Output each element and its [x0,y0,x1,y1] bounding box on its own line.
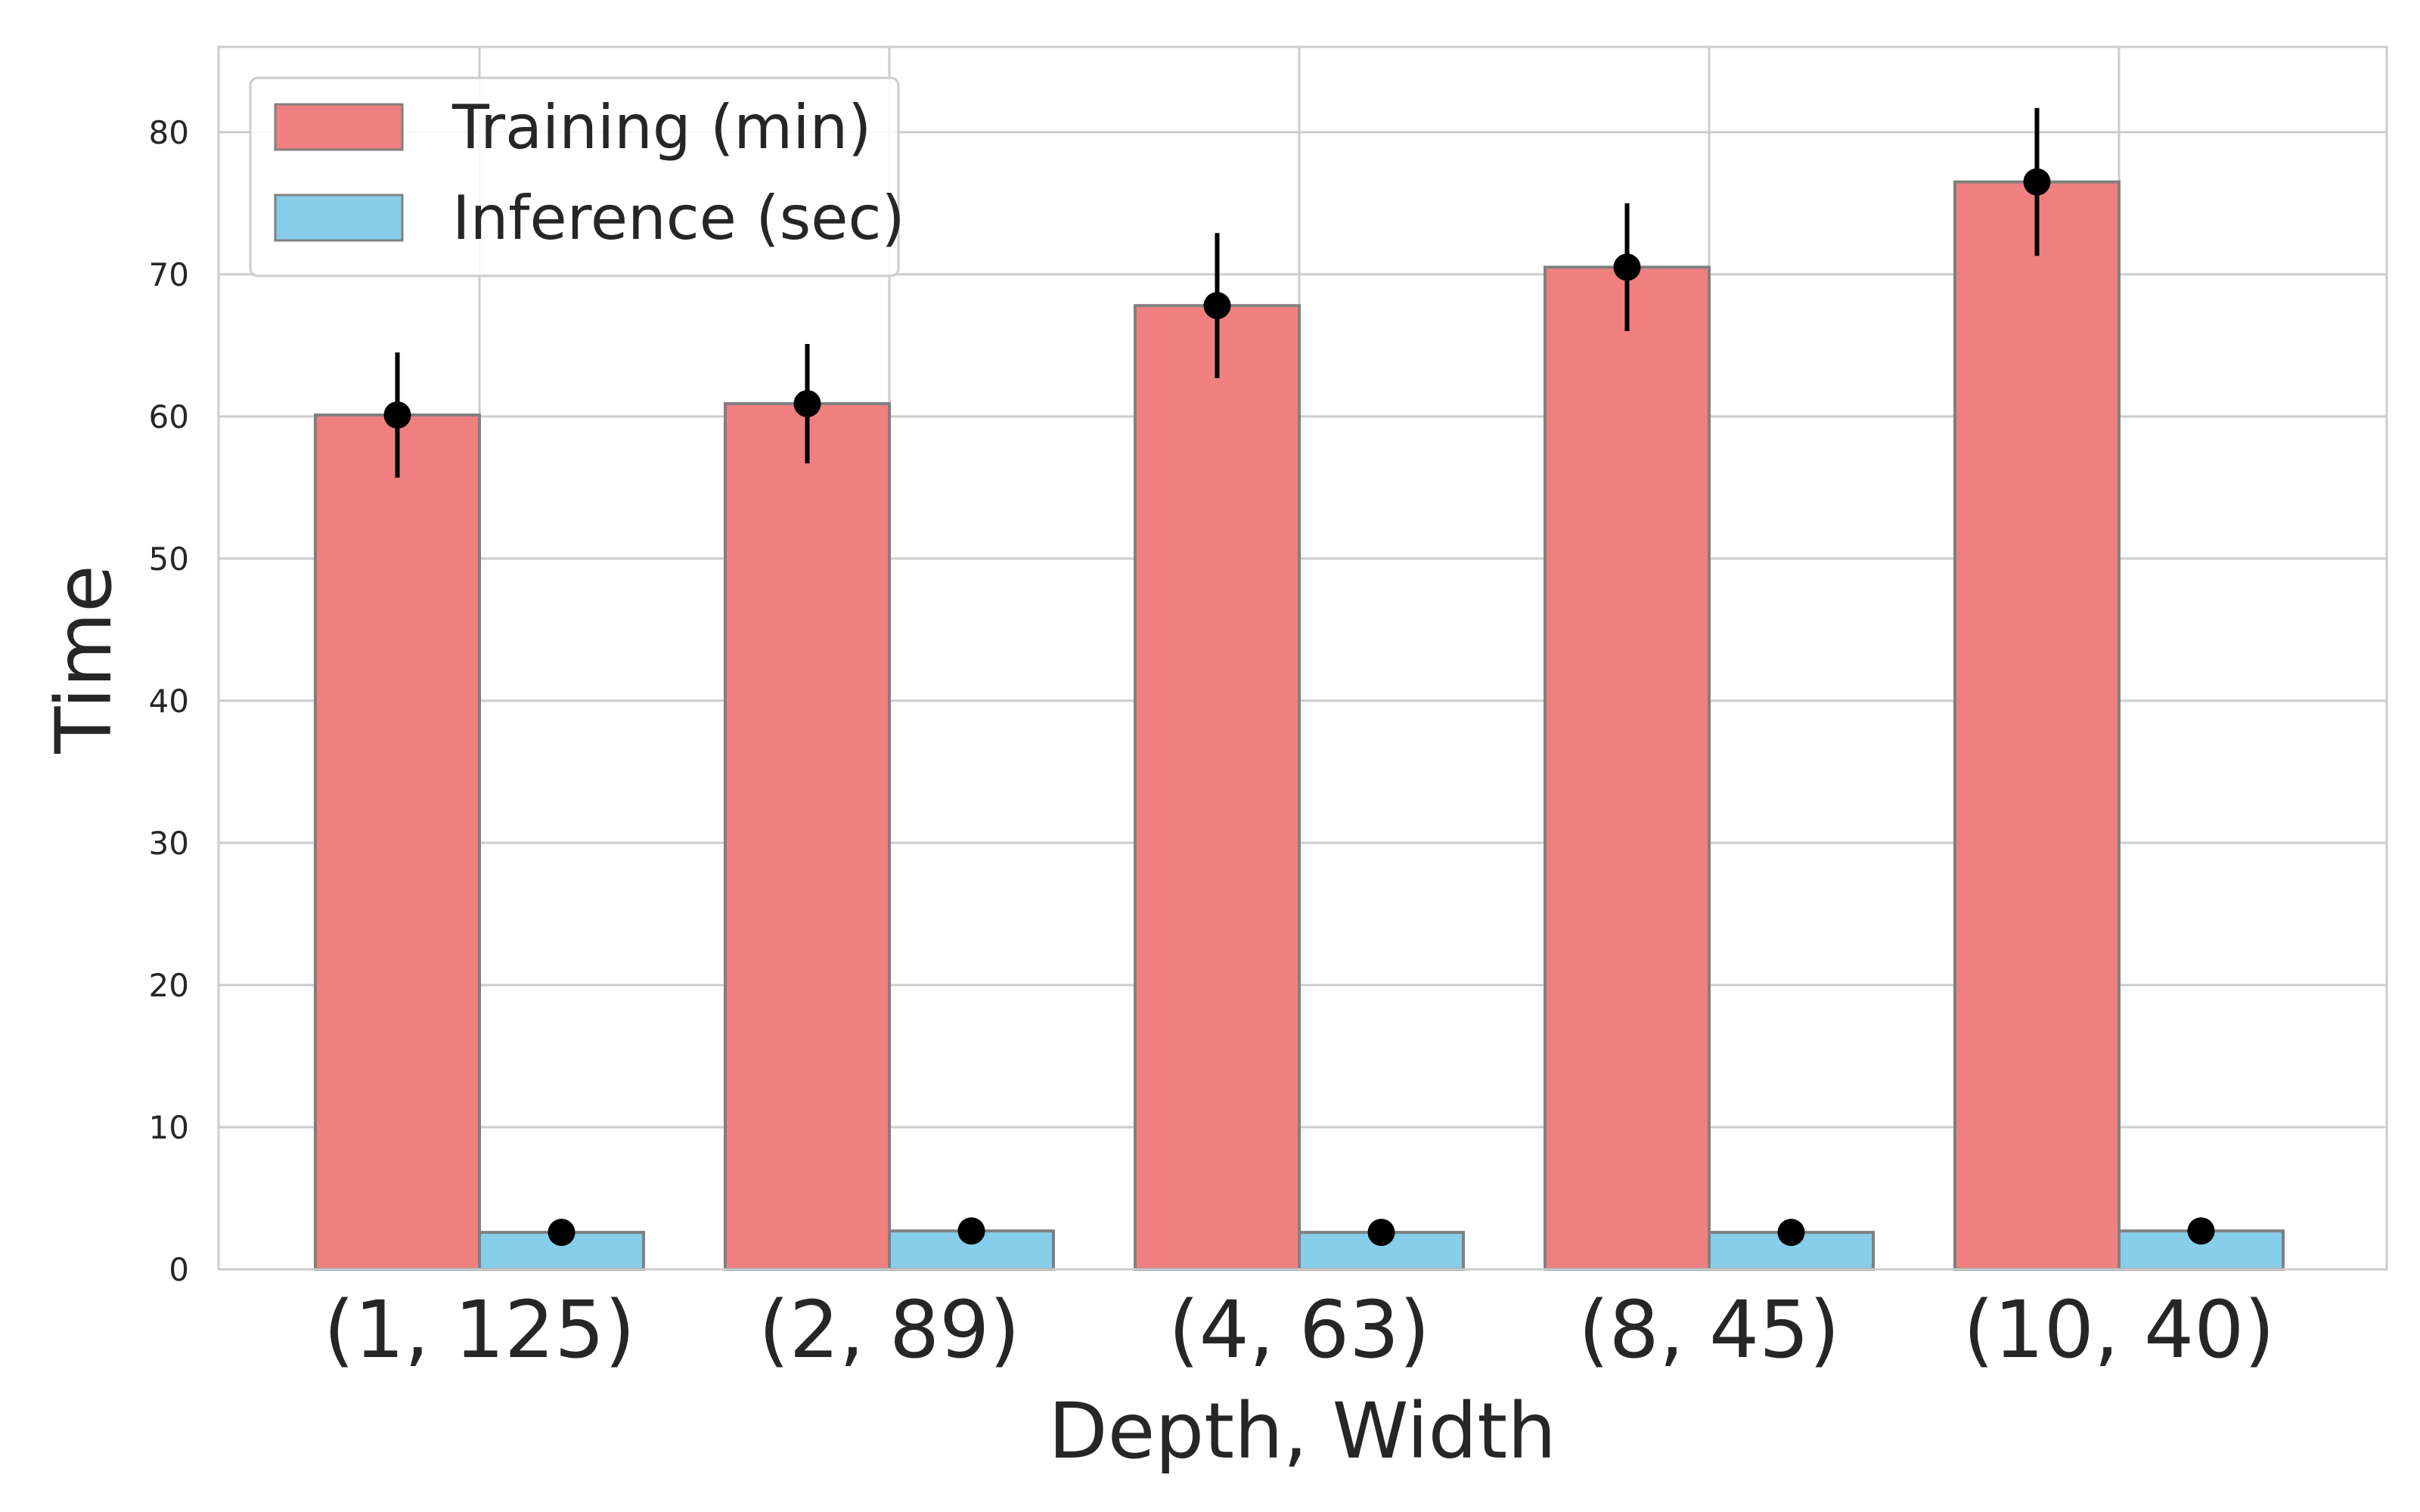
y-axis-label: Time [39,565,129,754]
y-tick-labels: 0 10 20 30 40 50 60 70 80 [149,114,189,1288]
mean-marker [2187,1217,2215,1245]
error-bars [383,107,2215,1247]
y-tick-label: 10 [149,1109,189,1146]
mean-marker [2023,168,2051,196]
legend-swatch-inference [274,194,404,242]
legend-label-training: Training (min) [451,92,871,163]
mean-marker [793,389,821,417]
x-tick-label: (10, 40) [1963,1284,2275,1376]
x-tick-label: (4, 63) [1168,1284,1430,1376]
legend[interactable]: Training (min) Inference (sec) [249,76,905,277]
y-tick-label: 40 [149,683,189,720]
y-tick-label: 0 [169,1251,189,1288]
bars [314,180,2285,1272]
bar-training[interactable] [1134,304,1301,1272]
mean-marker [957,1217,985,1245]
mean-marker [1613,253,1641,281]
legend-frame [249,76,900,277]
x-axis-label: Depth, Width [1048,1387,1556,1476]
mean-marker [1367,1219,1395,1247]
legend-swatch-training [274,103,404,151]
bar-training[interactable] [1544,265,1711,1271]
mean-marker [1777,1219,1805,1247]
y-tick-label: 80 [149,114,189,151]
bar-training[interactable] [314,413,481,1271]
bar-training[interactable] [1953,180,2121,1272]
y-tick-label: 20 [149,967,189,1004]
y-tick-label: 60 [149,398,189,435]
x-tick-label: (8, 45) [1578,1284,1840,1376]
plot-frame [217,45,2388,1271]
y-tick-label: 30 [149,825,189,862]
x-tick-label: (2, 89) [759,1284,1020,1376]
mean-marker [548,1219,576,1247]
legend-label-inference: Inference (sec) [452,183,905,253]
mean-marker [383,401,411,429]
bar-training[interactable] [724,401,891,1271]
y-tick-label: 50 [149,541,189,578]
mean-marker [1203,292,1231,320]
x-tick-label: (1, 125) [324,1284,635,1376]
y-tick-label: 70 [149,256,189,293]
x-tick-labels: (1, 125) (2, 89) (4, 63) (8, 45) (10, 40) [324,1284,2275,1376]
